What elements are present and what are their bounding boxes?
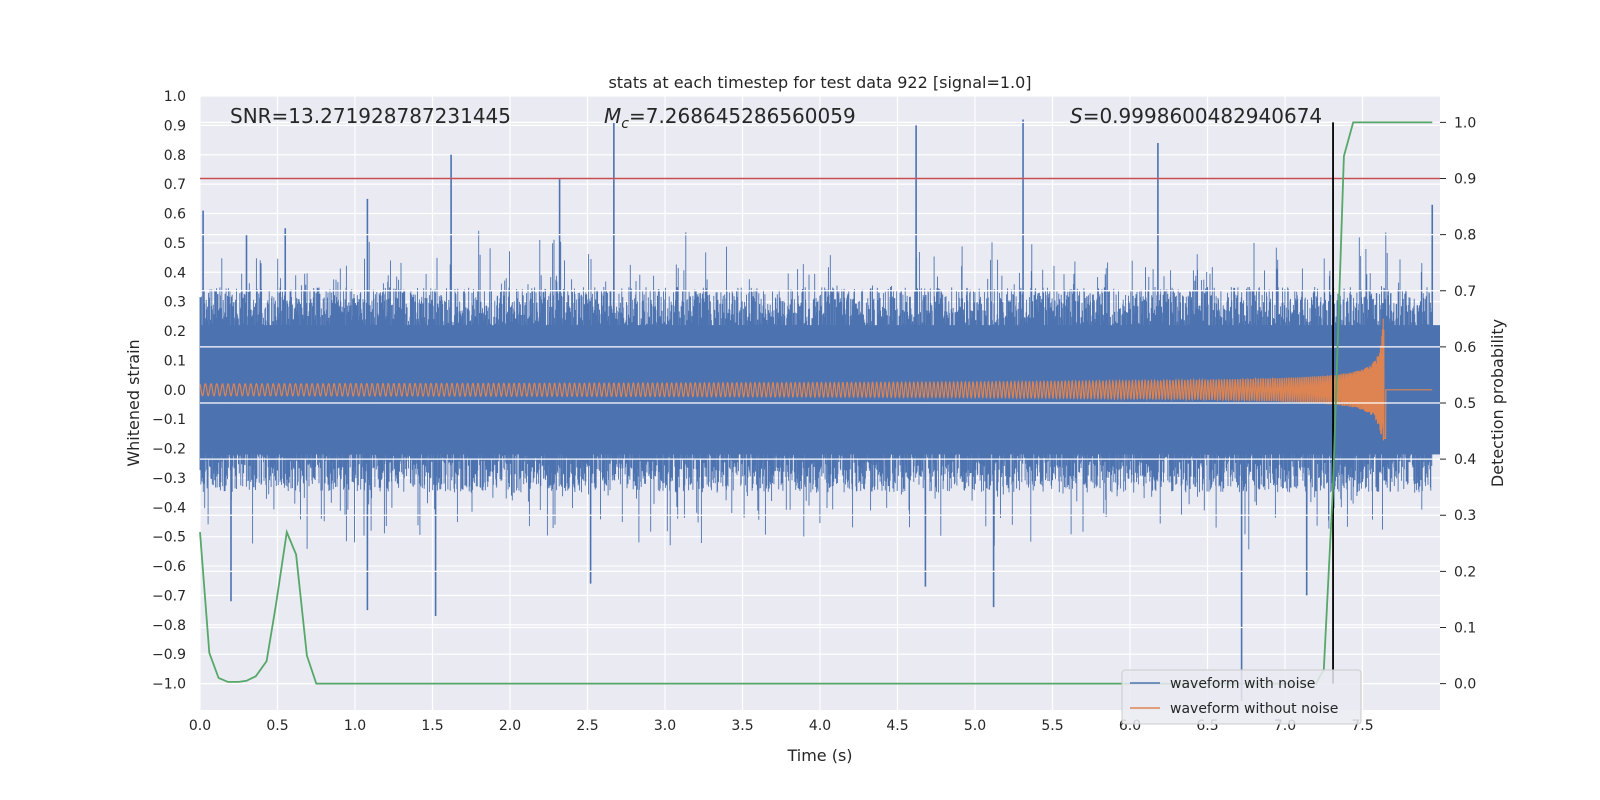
x-tick-label: 3.5 (731, 718, 753, 734)
x-tick-label: 1.0 (344, 718, 366, 734)
x-tick-label: 5.0 (964, 718, 986, 734)
axis-ticks: 0.0 0.5 1.0 1.5 2.0 2.5 3.0 3.5 4.0 4.5 5.0 5.5 6.0 6… (152, 89, 1476, 734)
chirp-mass-value: =7.268645286560059 (629, 104, 856, 128)
chirp-mass-annotation: Mc=7.268645286560059 (604, 104, 856, 132)
y-left-tick-label: 0.4 (164, 265, 186, 281)
legend-box (1121, 669, 1362, 725)
y-left-tick-label: 0.9 (164, 118, 186, 134)
y-left-tick-label: −0.3 (152, 471, 186, 487)
x-tick-label: 0.5 (266, 718, 288, 734)
overlay-lines (200, 122, 1440, 684)
y-axis-left-title: Whitened strain (124, 339, 143, 466)
y-left-tick-label: 0.2 (164, 324, 186, 340)
x-tick-label: 2.5 (576, 718, 598, 734)
x-tick-label: 2.0 (499, 718, 521, 734)
x-tick-label: 5.5 (1041, 718, 1063, 734)
legend-label-noise: waveform with noise (1170, 676, 1315, 692)
detection-stat-value: =0.9998600482940674 (1083, 104, 1322, 128)
y-left-tick-label: −0.9 (152, 647, 186, 663)
x-tick-label: 1.5 (421, 718, 443, 734)
detection-stat-symbol: S (1070, 104, 1083, 128)
legend: waveform with noise waveform without noi… (1121, 669, 1362, 725)
y-left-tick-label: 0.5 (164, 236, 186, 252)
detection-probability-line (199, 121, 1433, 685)
x-tick-label: 0.0 (189, 718, 211, 734)
y-left-tick-label: 0.6 (164, 207, 186, 223)
y-left-tick-label: 0.3 (164, 295, 186, 311)
y-right-tick-label: 0.7 (1454, 284, 1476, 300)
y-right-tick-label: 0.4 (1454, 452, 1476, 468)
y-right-tick-label: 0.0 (1454, 677, 1476, 693)
legend-label-clean: waveform without noise (1170, 701, 1338, 717)
y-left-tick-label: −0.2 (152, 442, 186, 458)
y-left-tick-label: −0.4 (152, 500, 186, 516)
x-tick-label: 4.5 (886, 718, 908, 734)
y-left-tick-label: 0.7 (164, 177, 186, 193)
y-right-tick-label: 1.0 (1454, 115, 1476, 131)
x-tick-label: 3.0 (654, 718, 676, 734)
x-axis-title: Time (s) (786, 746, 852, 765)
y-left-tick-label: −0.7 (152, 588, 186, 604)
chirp-mass-symbol: M (604, 104, 621, 128)
y-left-tick-label: −0.1 (152, 412, 186, 428)
detection-stat-annotation: S=0.9998600482940674 (1070, 104, 1322, 128)
y-right-tick-label: 0.3 (1454, 508, 1476, 524)
y-right-tick-label: 0.9 (1454, 172, 1476, 188)
y-right-tick-label: 0.1 (1454, 620, 1476, 636)
chart-title: stats at each timestep for test data 922… (608, 73, 1031, 92)
detection-probability-series (199, 121, 1433, 685)
y-right-tick-label: 0.2 (1454, 564, 1476, 580)
y-left-tick-label: 0.1 (164, 353, 186, 369)
y-right-tick-label: 0.5 (1454, 396, 1476, 412)
snr-annotation: SNR=13.271928787231445 (230, 104, 511, 128)
y-left-tick-label: 0.8 (164, 148, 186, 164)
y-right-tick-label: 0.8 (1454, 228, 1476, 244)
y-axis-right-title: Detection probability (1488, 319, 1507, 487)
y-left-tick-label: 1.0 (164, 89, 186, 105)
x-tick-label: 4.0 (809, 718, 831, 734)
y-left-tick-label: 0.0 (164, 383, 186, 399)
y-left-tick-label: −1.0 (152, 677, 186, 693)
y-right-tick-label: 0.6 (1454, 340, 1476, 356)
waveform-without-noise-series (199, 318, 1433, 441)
chirp-mass-subscript: c (621, 116, 629, 132)
y-left-tick-label: −0.6 (152, 559, 186, 575)
chirp-trace (199, 318, 1433, 441)
y-left-tick-label: −0.5 (152, 530, 186, 546)
y-left-tick-label: −0.8 (152, 618, 186, 634)
